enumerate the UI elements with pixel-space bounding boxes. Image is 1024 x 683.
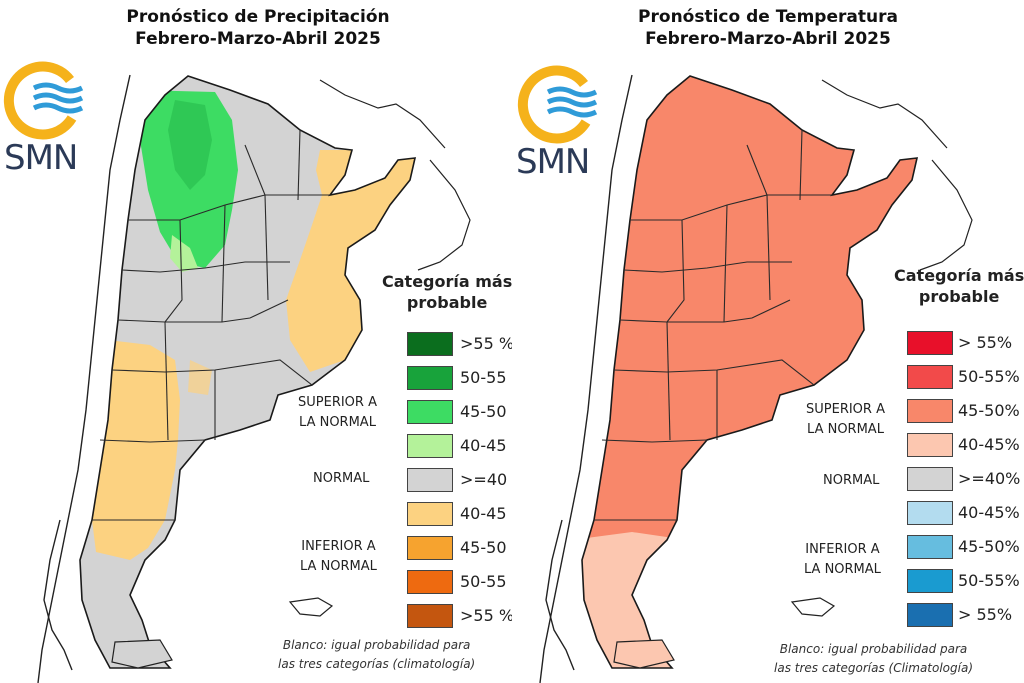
precipitation-group-superior-line2: LA NORMAL (299, 415, 376, 430)
precipitation-panel: Pronóstico de Precipitación Febrero-Marz… (0, 6, 512, 683)
smn-logo-text-temp: SMN (516, 142, 590, 182)
precipitation-group-superior: SUPERIOR A LA NORMAL (298, 393, 377, 433)
precip-legend-swatch (407, 570, 453, 594)
precip-legend-swatch (407, 502, 453, 526)
temperature-legend-title-line1: Categoría más (894, 266, 1024, 285)
precipitation-title-line1: Pronóstico de Precipitación (126, 7, 390, 27)
precip-legend-label: 50-55 % (460, 572, 512, 591)
below-normal-northeast-region (286, 150, 415, 372)
northern-border-line (319, 79, 446, 149)
precipitation-group-normal: NORMAL (313, 471, 370, 486)
uruguay-coast-line (417, 159, 471, 271)
temp-legend-label: 45-50% (958, 401, 1020, 420)
tierra-del-fuego-temp (613, 639, 675, 669)
chile-border-line (37, 74, 131, 683)
temp-legend-swatch (907, 467, 953, 491)
precip-legend-swatch (407, 536, 453, 560)
precip-legend-label: 50-55 % (460, 368, 512, 387)
above-normal-weak-region (170, 235, 198, 272)
precipitation-note: Blanco: igual probabilidad para las tres… (278, 636, 475, 674)
temp-legend-swatch (907, 365, 953, 389)
chile-border-line-temp (539, 74, 633, 683)
temp-legend-label: 45-50% (958, 537, 1020, 556)
precipitation-note-line1: Blanco: igual probabilidad para (282, 638, 471, 652)
temperature-title: Pronóstico de Temperatura Febrero-Marzo-… (512, 6, 1024, 50)
temperature-legend-title: Categoría más probable (894, 265, 1024, 307)
temperature-group-superior-line2: LA NORMAL (807, 422, 884, 437)
temp-legend-label: 40-45% (958, 503, 1020, 522)
province-boundaries (92, 129, 330, 521)
argentina-outline (79, 75, 417, 669)
temperature-title-line1: Pronóstico de Temperatura (638, 7, 898, 27)
temperature-panel: Pronóstico de Temperatura Febrero-Marzo-… (512, 0, 1024, 683)
precip-legend-label: 45-50 % (460, 402, 512, 421)
precip-legend-label: >=40 % (460, 470, 512, 489)
precipitation-legend-title-line2: probable (406, 293, 488, 312)
temp-legend-swatch (907, 399, 953, 423)
southern-chile-coast (43, 519, 73, 671)
temperature-group-inferior: INFERIOR A LA NORMAL (804, 540, 881, 580)
smn-logo-text: SMN (4, 138, 78, 178)
temperature-group-normal: NORMAL (823, 473, 880, 488)
temperature-note-line2: las tres categorías (Climatología) (774, 661, 974, 675)
temperature-group-inferior-line2: LA NORMAL (804, 562, 881, 577)
precipitation-map (37, 74, 471, 683)
temp-legend-label: 50-55% (958, 571, 1020, 590)
below-normal-west-region (92, 340, 180, 560)
temperature-note: Blanco: igual probabilidad para las tres… (774, 640, 973, 678)
temperature-map (539, 74, 973, 683)
northern-border-line-temp (821, 79, 948, 149)
precipitation-title-line2: Febrero-Marzo-Abril 2025 (135, 29, 381, 49)
precip-legend-swatch (407, 434, 453, 458)
precipitation-note-line2: las tres categorías (climatología) (278, 657, 476, 671)
above-normal-stronger-region (168, 100, 212, 190)
temperature-note-line1: Blanco: igual probabilidad para (779, 642, 968, 656)
precip-legend-label: 45-50 % (460, 538, 512, 557)
precip-legend-swatch (407, 468, 453, 492)
uruguay-coast-line-temp (919, 159, 973, 271)
temperature-title-line2: Febrero-Marzo-Abril 2025 (645, 29, 891, 49)
argentina-outline-temp (581, 75, 919, 669)
precipitation-title: Pronóstico de Precipitación Febrero-Marz… (0, 6, 512, 50)
temperature-group-superior-line1: SUPERIOR A (806, 402, 885, 417)
precip-legend-label: 40-45 % (460, 436, 512, 455)
precip-legend-label: 40-45 % (460, 504, 512, 523)
smn-logo-icon-temp (517, 65, 598, 144)
temp-legend-swatch (907, 603, 953, 627)
precipitation-legend-title: Categoría más probable (382, 271, 512, 313)
temp-legend-label: > 55% (958, 333, 1013, 352)
tierra-del-fuego (111, 639, 173, 669)
falkland-islands-temp (790, 597, 836, 617)
precip-legend-label: >55 % (460, 334, 512, 353)
precipitation-group-superior-line1: SUPERIOR A (298, 395, 377, 410)
falkland-islands (288, 597, 334, 617)
precipitation-group-inferior-line2: LA NORMAL (300, 559, 377, 574)
temperature-group-inferior-line1: INFERIOR A (805, 542, 880, 557)
precipitation-legend-title-line1: Categoría más (382, 272, 512, 291)
temperature-group-superior: SUPERIOR A LA NORMAL (806, 400, 885, 440)
temp-legend-label: 40-45% (958, 435, 1020, 454)
precip-legend-label: >55 % (460, 606, 512, 625)
precip-legend-swatch (407, 400, 453, 424)
precip-legend-swatch (407, 604, 453, 628)
temp-legend-swatch (907, 433, 953, 457)
precip-legend-swatch (407, 332, 453, 356)
temp-legend-swatch (907, 535, 953, 559)
temp-legend-swatch (907, 331, 953, 355)
province-boundaries-temp (594, 129, 832, 521)
temp-legend-swatch (907, 569, 953, 593)
temp-legend-label: > 55% (958, 605, 1013, 624)
below-normal-central-patch (188, 360, 212, 395)
smn-logo-icon (3, 61, 84, 140)
southern-chile-coast-temp (545, 519, 575, 671)
temperature-legend-title-line2: probable (918, 287, 1000, 306)
above-normal-region (140, 90, 238, 268)
precipitation-group-inferior: INFERIOR A LA NORMAL (300, 537, 377, 577)
temp-legend-label: 50-55% (958, 367, 1020, 386)
precipitation-group-inferior-line1: INFERIOR A (301, 539, 376, 554)
precip-legend-swatch (407, 366, 453, 390)
temp-legend-swatch (907, 501, 953, 525)
temp-legend-label: >=40% (958, 469, 1021, 488)
